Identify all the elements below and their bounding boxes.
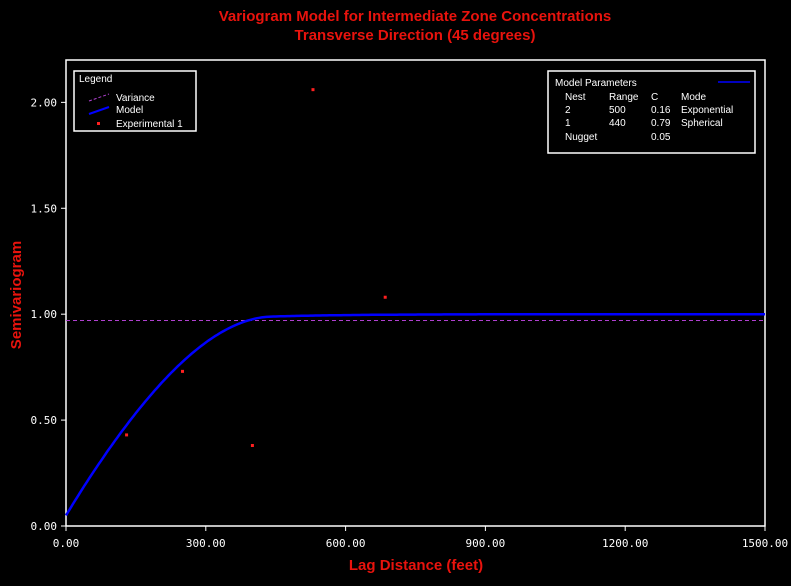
y-axis-label: Semivariogram [8,241,25,349]
x-tick-label: 1500.00 [742,537,788,550]
model-curve [64,312,765,517]
parameters-row-1-mode: Exponential [681,105,733,116]
x-tick-label: 900.00 [466,537,506,550]
experimental-points [125,88,387,448]
parameters-nugget-label: Nugget [565,132,597,143]
experimental-point [181,369,184,373]
chart-title: Variogram Model for Intermediate Zone Co… [219,8,612,25]
parameters-row-1-c: 0.16 [651,105,671,116]
legend-model-label: Model [116,105,143,116]
parameters-row-2-nest: 1 [565,118,571,129]
parameters-header-mode: Mode [681,92,706,103]
experimental-point [383,295,387,299]
experimental-point [125,433,129,437]
legend-variance-label: Variance [116,93,155,104]
x-tick-label: 600.00 [326,537,366,550]
parameters-header-c: C [651,92,658,103]
legend-title: Legend [79,74,112,85]
x-tick-label: 300.00 [186,537,226,550]
parameters-row-1-range: 500 [609,105,626,116]
parameters-row-2-mode: Spherical [681,118,723,129]
parameters-header-nest: Nest [565,92,586,103]
parameters-row-2-c: 0.79 [651,118,671,129]
plot-frame [65,59,766,527]
legend-variance-swatch [88,93,110,102]
x-tick-label: 0.00 [53,537,80,550]
parameters-row-1-nest: 2 [565,105,571,116]
y-tick-label: 1.50 [31,202,58,215]
parameters-nugget-value: 0.05 [651,132,671,143]
legend: Legend Variance Model Experimental 1 [73,70,197,132]
legend-box [73,70,197,132]
axis-ticks: 0.00 300.00 600.00 900.00 1200.00 1500.00 0.00… [31,96,789,550]
parameters-box [547,70,756,154]
experimental-point [250,444,254,448]
legend-experimental-label: Experimental 1 [116,119,183,130]
model-parameters: Model Parameters Nest Range C Mode 2 500… [547,70,756,154]
experimental-point [311,88,315,92]
y-tick-label: 1.00 [31,308,58,321]
x-tick-label: 1200.00 [602,537,648,550]
legend-model-swatch [88,106,110,115]
legend-experimental-swatch [97,122,100,125]
x-axis-label: Lag Distance (feet) [349,557,483,574]
y-tick-label: 0.50 [31,414,58,427]
parameters-title: Model Parameters [555,78,637,89]
y-tick-label: 2.00 [31,96,58,109]
chart-subtitle: Transverse Direction (45 degrees) [295,27,536,44]
parameters-row-2-range: 440 [609,118,626,129]
y-tick-label: 0.00 [31,520,58,533]
parameters-header-range: Range [609,92,639,103]
